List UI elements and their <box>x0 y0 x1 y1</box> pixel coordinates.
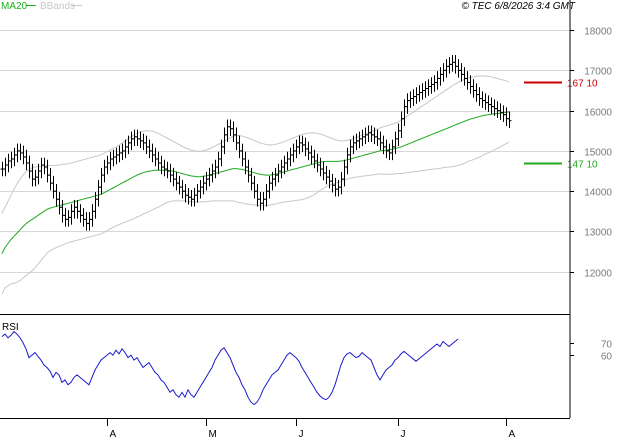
rsi-title: RSI <box>2 322 19 333</box>
resistance-level-label: 167 10 <box>567 79 598 90</box>
price-axis-tick-labels: 12000 13000 14000 15000 16000 17000 18000 <box>570 27 612 280</box>
grid-lines <box>0 30 570 273</box>
moving-average <box>1 111 510 254</box>
bbands-upper-line <box>1 75 510 214</box>
price-levels: 167 10 147 10 <box>524 79 598 171</box>
x-tick-label: A <box>110 429 117 440</box>
rsi-tick-label: 70 <box>601 340 613 351</box>
ma20-line <box>1 111 510 254</box>
rsi-tick-label: 60 <box>601 352 613 363</box>
price-tick-label: 14000 <box>584 188 612 199</box>
price-tick-label: 12000 <box>584 269 612 280</box>
bbands-legend-label: BBands <box>40 1 75 12</box>
price-tick-label: 13000 <box>584 228 612 239</box>
bbands-lower-line <box>1 141 510 295</box>
x-tick-label: A <box>509 429 516 440</box>
price-tick-label: 15000 <box>584 148 612 159</box>
support-level-label: 147 10 <box>567 160 598 171</box>
x-tick-label: M <box>209 429 217 440</box>
x-tick-label: J <box>401 429 406 440</box>
price-bar <box>507 111 512 128</box>
price-bars <box>0 55 512 231</box>
ma-legend-label: MA20 <box>1 1 28 12</box>
price-tick-label: 18000 <box>584 27 612 38</box>
price-tick-label: 17000 <box>584 67 612 78</box>
timestamp: © TEC 6/8/2026 3:4 GMT <box>461 1 575 12</box>
x-tick-label: J <box>299 429 304 440</box>
rsi-panel-series <box>1 330 459 406</box>
rsi-line <box>1 330 459 406</box>
bollinger-bands <box>1 75 510 295</box>
price-tick-label: 16000 <box>584 108 612 119</box>
